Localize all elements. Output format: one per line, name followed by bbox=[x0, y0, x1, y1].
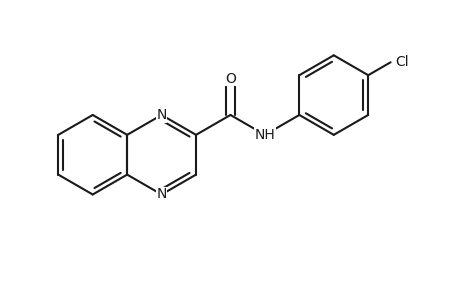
Text: Cl: Cl bbox=[394, 55, 408, 69]
Text: N: N bbox=[156, 188, 167, 202]
Text: NH: NH bbox=[254, 128, 274, 142]
Text: O: O bbox=[224, 71, 235, 85]
Text: N: N bbox=[156, 108, 167, 122]
